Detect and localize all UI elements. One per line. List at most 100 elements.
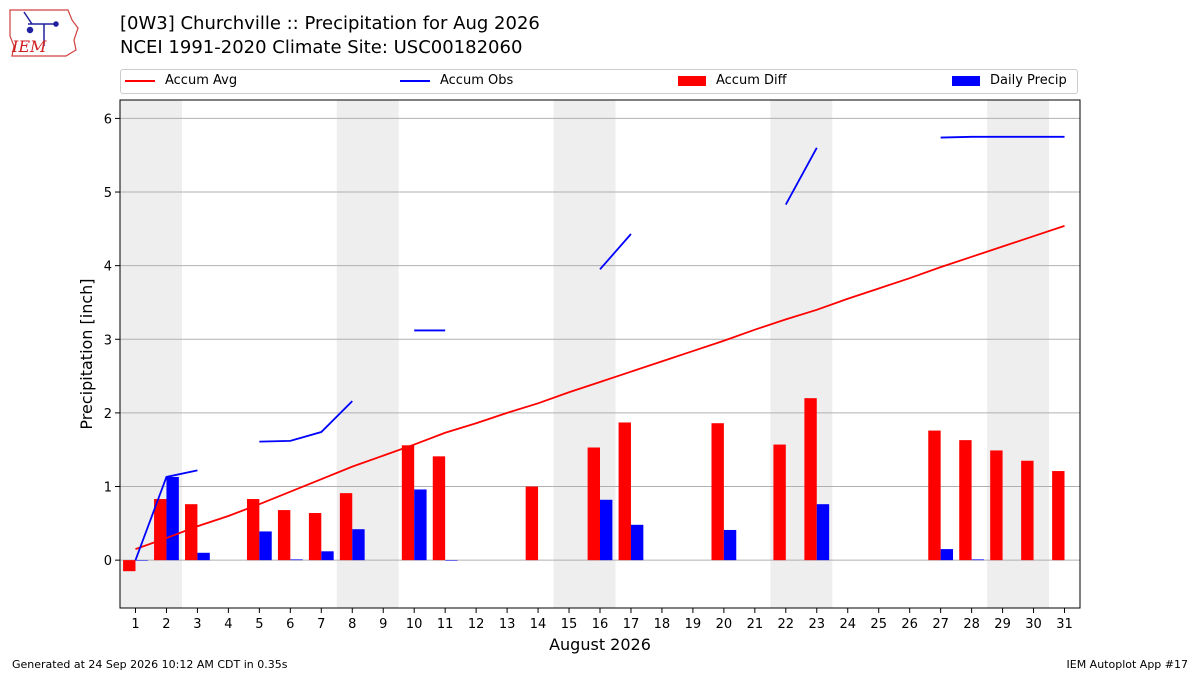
xtick-label-14: 14 (530, 617, 547, 632)
accum-diff-bar-8 (339, 493, 353, 561)
daily-precip-bar-1 (135, 560, 148, 561)
line-series (134, 135, 1065, 561)
daily-precip-bar-17 (630, 524, 644, 561)
xtick-label-19: 19 (685, 617, 702, 632)
legend-item-accum-obs: Accum Obs (400, 73, 513, 88)
accum-obs-line-segment-1 (259, 400, 353, 443)
xtick-label-27: 27 (932, 617, 949, 632)
daily-precip-bar-27 (940, 549, 954, 561)
legend: Accum Avg Accum Obs Accum Diff Daily Pre… (120, 69, 1078, 94)
x-axis-label: August 2026 (549, 635, 651, 654)
xtick-label-3: 3 (193, 617, 201, 632)
xtick-label-10: 10 (406, 617, 423, 632)
accum-diff-bar-14 (525, 486, 539, 561)
xtick-label-8: 8 (348, 617, 356, 632)
xtick-label-9: 9 (379, 617, 387, 632)
accum-diff-bar-22 (773, 444, 786, 561)
daily-precip-bar-28 (971, 559, 984, 561)
accum-diff-bar-10 (401, 445, 415, 561)
accum-obs-line-segment-4 (785, 147, 818, 205)
accum-obs-line-segment-3 (599, 233, 632, 270)
accum-diff-bar-2 (154, 499, 167, 561)
legend-item-daily-precip: Daily Precip (952, 73, 1067, 88)
daily-precip-bar-5 (259, 531, 272, 561)
accum-diff-bar-17 (618, 422, 631, 561)
daily-precip-bar-23 (816, 504, 830, 561)
xtick-label-17: 17 (623, 617, 640, 632)
legend-item-accum-avg: Accum Avg (125, 73, 237, 88)
xtick-label-16: 16 (592, 617, 609, 632)
xtick-label-2: 2 (162, 617, 170, 632)
footer-app-text: IEM Autoplot App #17 (1066, 658, 1189, 671)
xtick-label-6: 6 (286, 617, 294, 632)
daily-precip-bar-10 (414, 489, 427, 561)
xtick-label-4: 4 (224, 617, 232, 632)
iem-logo: IEM (9, 9, 79, 57)
legend-label-accum-avg: Accum Avg (165, 73, 238, 88)
legend-swatch-accum-obs (400, 79, 430, 82)
xtick-label-30: 30 (1025, 617, 1042, 632)
chart-title: [0W3] Churchville :: Precipitation for A… (120, 13, 540, 34)
xtick-label-31: 31 (1056, 617, 1073, 632)
xtick-label-11: 11 (437, 617, 454, 632)
xtick-label-5: 5 (255, 617, 263, 632)
xtick-label-24: 24 (839, 617, 856, 632)
chart-subtitle: NCEI 1991-2020 Climate Site: USC00182060 (120, 37, 523, 58)
accum-obs-line-segment-0 (134, 469, 198, 561)
daily-precip-bar-20 (723, 529, 737, 561)
accum-diff-bar-5 (246, 499, 260, 561)
ytick-label-5: 5 (104, 186, 112, 201)
accum-diff-bar-7 (308, 513, 322, 561)
bar-series (123, 398, 1065, 572)
daily-precip-bar-11 (445, 560, 458, 561)
accum-diff-bar-23 (804, 398, 817, 561)
ytick-label-3: 3 (104, 333, 112, 348)
ytick-label-0: 0 (104, 554, 112, 569)
accum-obs-line-segment-5 (940, 135, 1065, 139)
legend-swatch-daily-precip (952, 75, 980, 86)
legend-label-accum-obs: Accum Obs (440, 73, 514, 88)
y-axis-label: Precipitation [inch] (77, 278, 96, 429)
weather-station-icon (23, 11, 59, 46)
daily-precip-bar-7 (321, 551, 334, 561)
legend-swatch-accum-diff (678, 75, 706, 86)
daily-precip-bar-2 (166, 476, 179, 561)
accum-diff-bar-11 (432, 456, 446, 561)
xtick-label-28: 28 (963, 617, 980, 632)
xtick-label-20: 20 (716, 617, 733, 632)
xtick-label-18: 18 (654, 617, 671, 632)
xtick-label-21: 21 (747, 617, 764, 632)
ytick-label-2: 2 (104, 407, 112, 422)
accum-diff-bar-20 (711, 423, 724, 561)
legend-label-accum-diff: Accum Diff (716, 73, 787, 88)
xtick-label-26: 26 (901, 617, 918, 632)
xtick-label-22: 22 (778, 617, 795, 632)
daily-precip-bar-16 (600, 499, 613, 561)
daily-precip-bar-3 (197, 552, 210, 561)
accum-diff-bar-1 (123, 560, 136, 572)
xtick-label-12: 12 (468, 617, 485, 632)
logo-text: IEM (11, 37, 47, 56)
xtick-label-23: 23 (809, 617, 826, 632)
accum-diff-bar-3 (185, 504, 198, 561)
xtick-label-1: 1 (131, 617, 139, 632)
accum-avg-line-segment-0 (135, 225, 1065, 550)
xtick-label-29: 29 (994, 617, 1011, 632)
y-axis-ticks: 0 1 2 3 4 5 6 (104, 112, 120, 569)
ytick-label-1: 1 (104, 481, 112, 496)
xtick-label-15: 15 (561, 617, 578, 632)
accum-diff-bar-28 (959, 440, 972, 561)
xtick-label-25: 25 (870, 617, 887, 632)
legend-item-accum-diff: Accum Diff (678, 73, 787, 88)
accum-diff-bar-30 (1021, 460, 1034, 561)
xtick-label-13: 13 (499, 617, 516, 632)
ytick-label-4: 4 (104, 260, 112, 275)
legend-label-daily-precip: Daily Precip (990, 73, 1067, 88)
xtick-label-7: 7 (317, 617, 325, 632)
accum-diff-bar-31 (1052, 471, 1065, 561)
accum-diff-bar-16 (587, 447, 600, 561)
ytick-label-6: 6 (104, 112, 112, 127)
x-axis-ticks: 1 2 3 4 5 6 7 8 9 10 11 12 13 14 15 16 17 18 19 20 21 22 23 24 2… (131, 608, 1073, 632)
daily-precip-bar-6 (290, 559, 303, 561)
